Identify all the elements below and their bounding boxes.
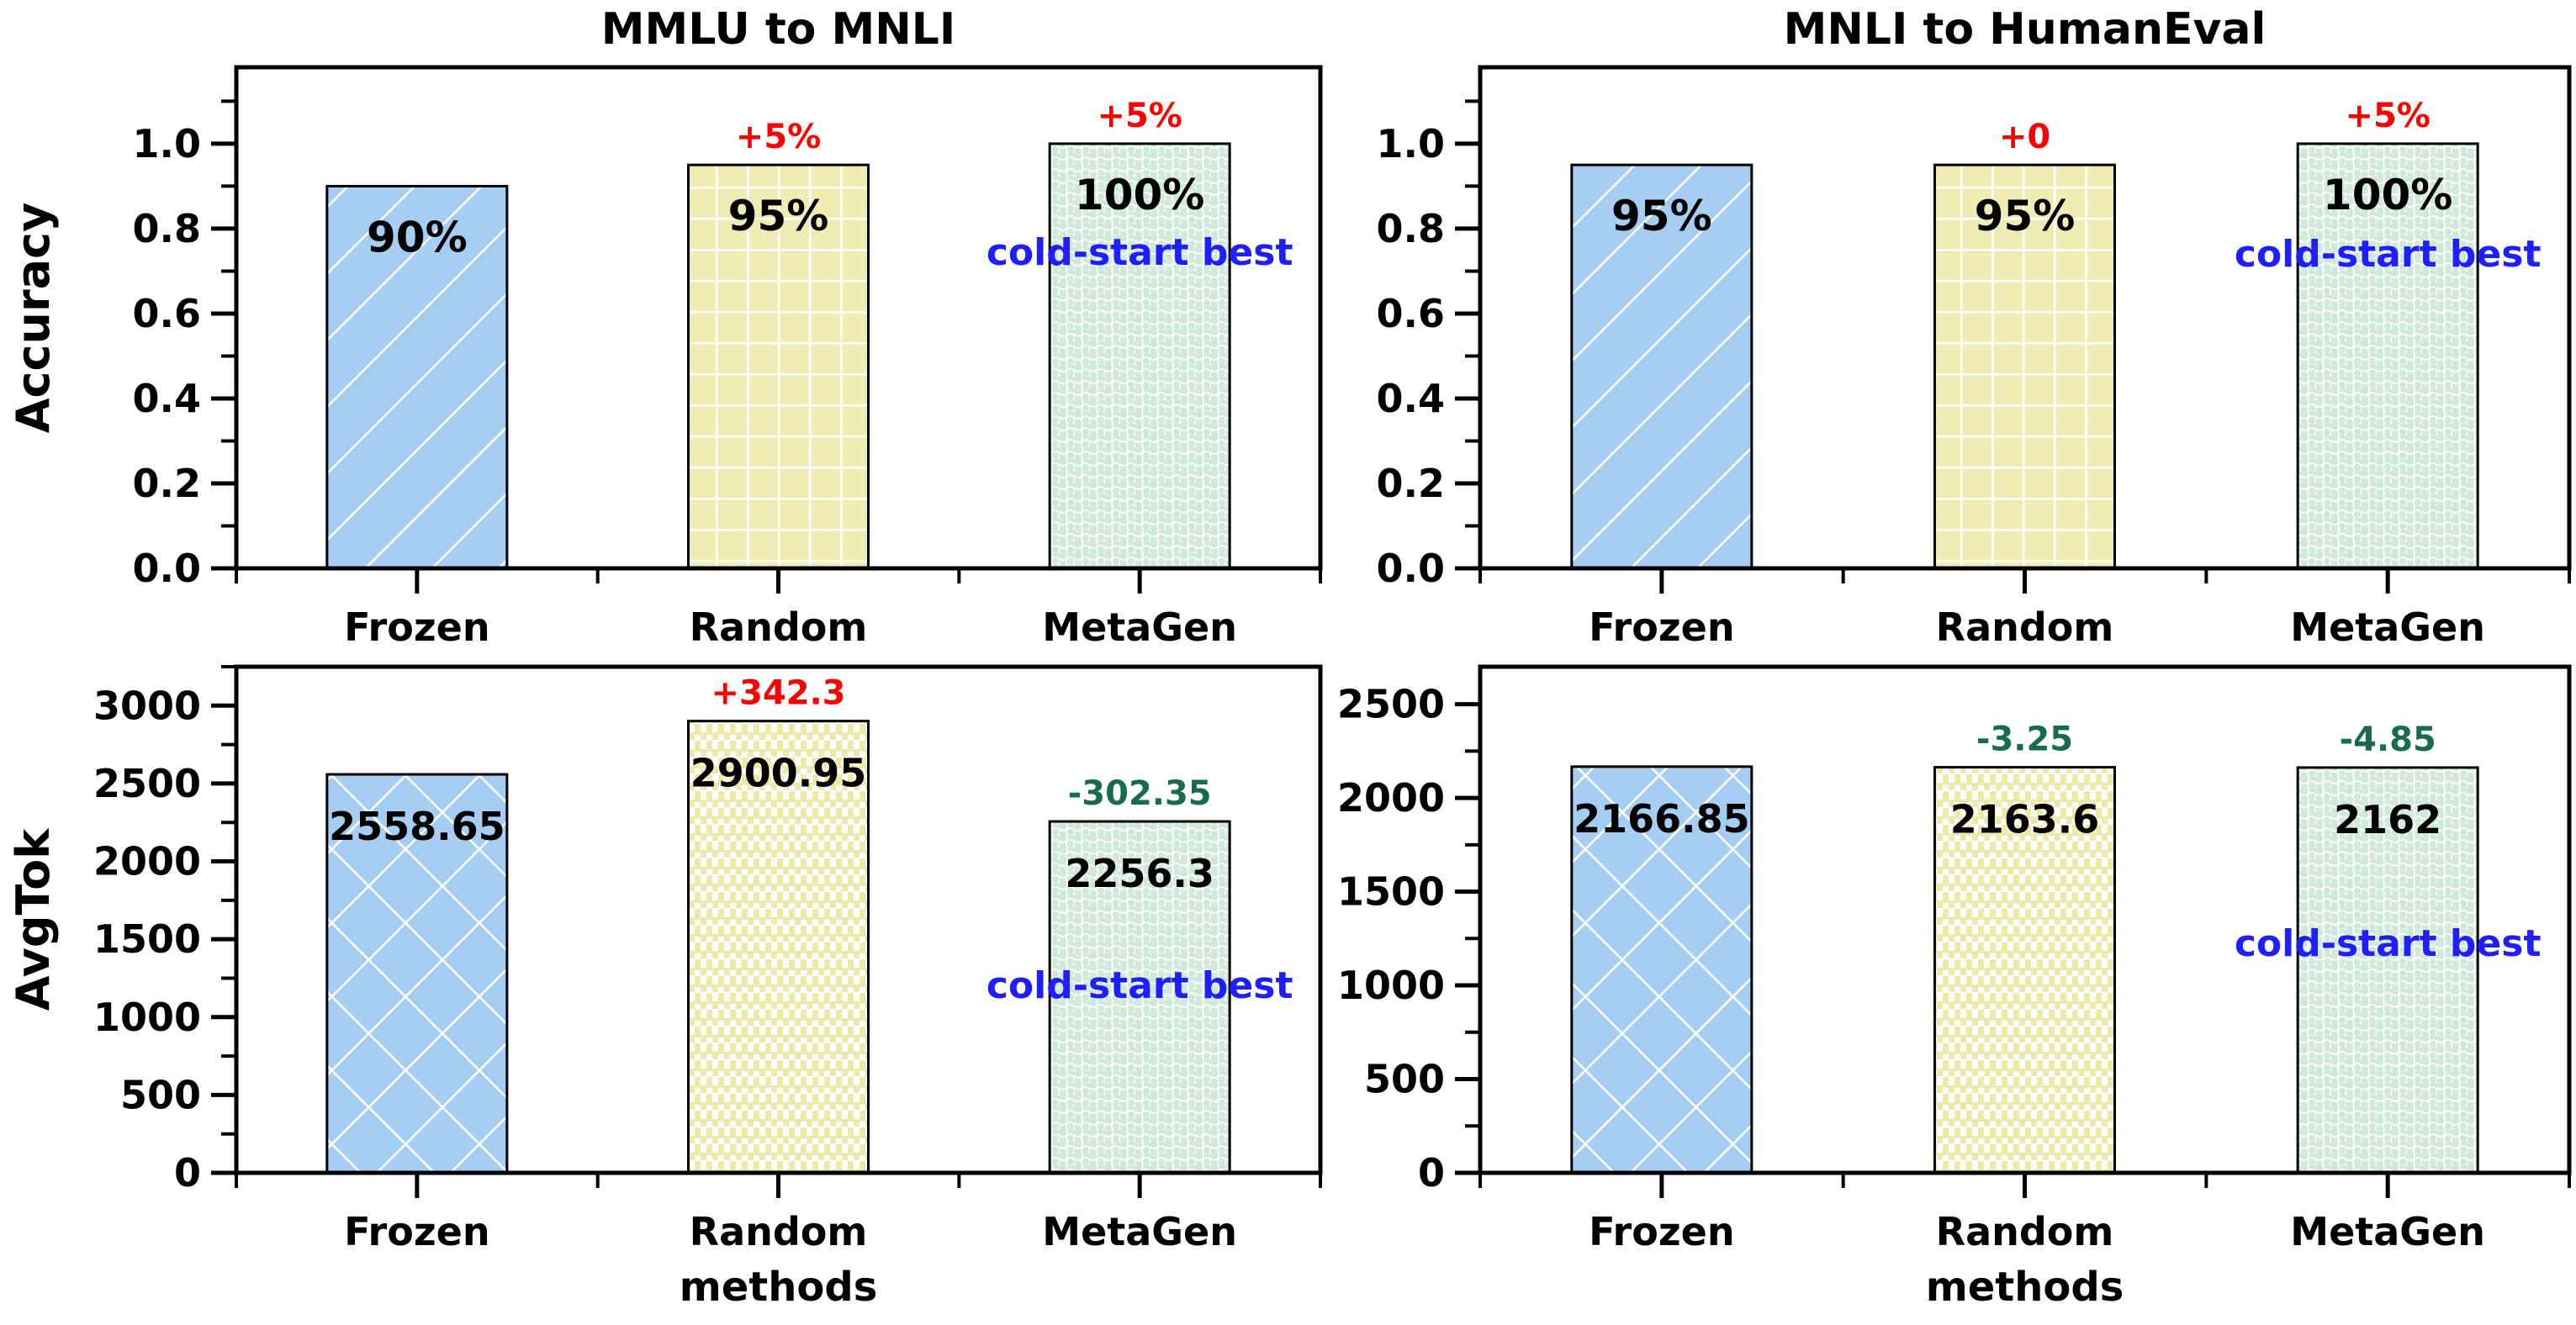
bar-value-label: 2163.6 [1950, 797, 2100, 842]
x-axis-label: methods [1926, 1264, 2124, 1311]
category-label-random: Random [1936, 604, 2114, 650]
category-label-metagen: MetaGen [1042, 604, 1237, 650]
cold-start-note: cold-start best [986, 231, 1293, 274]
y-tick-label: 3000 [93, 683, 201, 728]
chart-title: MMLU to MNLI [601, 4, 956, 55]
y-tick-label: 1500 [1337, 869, 1445, 915]
delta-annotation: -4.85 [2340, 721, 2436, 759]
y-tick-label: 0 [174, 1150, 201, 1196]
bar-value-label: 100% [2323, 171, 2452, 219]
y-tick-label: 2000 [93, 839, 201, 884]
cold-start-note: cold-start best [2235, 233, 2542, 276]
y-tick-label: 0.4 [1377, 376, 1446, 421]
y-tick-label: 1000 [93, 995, 201, 1040]
y-tick-label: 1500 [93, 916, 201, 962]
x-axis-ticks [235, 1173, 1322, 1198]
x-axis-ticks [235, 568, 1322, 594]
category-label-frozen: Frozen [1589, 604, 1735, 650]
category-label-random: Random [1936, 1209, 2114, 1254]
bar-value-label: 90% [367, 213, 468, 261]
y-axis-label: AvgTok [7, 828, 60, 1011]
delta-annotation: +342.3 [711, 674, 845, 713]
cold-start-note: cold-start best [2235, 922, 2542, 965]
category-label-frozen: Frozen [1589, 1209, 1735, 1254]
y-tick-label: 500 [1364, 1057, 1445, 1102]
x-axis-ticks [1478, 568, 2571, 594]
bar-value-label: 2256.3 [1065, 851, 1214, 896]
bar-frozen [325, 773, 509, 1175]
y-axis-ticks: 0.0 0.2 0.4 0.6 0.8 1.0 [133, 99, 236, 591]
y-tick-label: 1000 [1337, 963, 1445, 1008]
y-tick-label: 0.2 [1377, 461, 1446, 506]
y-tick-label: 0.6 [133, 291, 202, 336]
bar-metagen [2296, 142, 2479, 570]
bar-value-label: 2558.65 [329, 804, 505, 849]
bar-frozen [1570, 765, 1753, 1175]
y-tick-label: 2000 [1337, 775, 1445, 821]
category-label-metagen: MetaGen [2290, 1209, 2485, 1254]
chart-title: MNLI to HumanEval [1784, 4, 2267, 55]
bar-metagen [2296, 766, 2479, 1175]
bar-frozen [1570, 163, 1753, 570]
delta-annotation: -3.25 [1976, 721, 2073, 759]
y-tick-label: 1.0 [1377, 121, 1446, 166]
delta-annotation: -302.35 [1068, 774, 1212, 813]
bar-random [687, 163, 870, 570]
category-label-random: Random [690, 1209, 868, 1254]
x-axis-ticks [1478, 1173, 2571, 1198]
y-tick-label: 1.0 [133, 121, 202, 166]
y-tick-label: 500 [120, 1072, 201, 1117]
y-tick-label: 0.8 [1377, 206, 1446, 251]
y-tick-label: 0.0 [1377, 546, 1446, 591]
category-label-frozen: Frozen [344, 1209, 490, 1254]
category-label-metagen: MetaGen [1042, 1209, 1237, 1254]
y-tick-label: 2500 [93, 761, 201, 806]
bar-frozen [325, 184, 509, 570]
bar-value-label: 95% [1975, 192, 2076, 240]
delta-annotation: +5% [2345, 97, 2430, 135]
y-tick-label: 0 [1418, 1150, 1445, 1196]
bar-random [687, 720, 870, 1175]
category-label-frozen: Frozen [344, 604, 490, 650]
delta-annotation: +5% [1097, 97, 1182, 135]
y-tick-label: 2500 [1337, 682, 1445, 727]
chart-accuracy-mmlu-to-mnli: 90% 95% +5% 100% +5% cold-start best 0.0 0.2 0.4… [7, 4, 1323, 650]
chart-avgtok-mnli-to-humaneval: 2166.85 2163.6 -3.25 2162 -4.85 cold-start be… [1337, 664, 2572, 1311]
bar-random [1933, 163, 2116, 570]
bar-value-label: 2162 [2334, 797, 2441, 842]
y-axis-label: Accuracy [7, 203, 60, 434]
x-axis-label: methods [680, 1264, 878, 1311]
bar-value-label: 2166.85 [1574, 796, 1750, 842]
y-tick-label: 0.0 [133, 546, 202, 591]
bar-metagen [1048, 142, 1231, 570]
bar-value-label: 95% [1611, 192, 1712, 240]
y-tick-label: 0.8 [133, 206, 202, 251]
category-label-metagen: MetaGen [2290, 604, 2485, 650]
y-tick-label: 0.4 [133, 376, 202, 421]
cold-start-note: cold-start best [986, 964, 1293, 1007]
y-axis-ticks: 0 500 1000 1500 2000 2500 3000 [93, 665, 236, 1196]
y-tick-label: 0.6 [1377, 291, 1446, 336]
bar-random [1933, 766, 2116, 1175]
chart-avgtok-mmlu-to-mnli: 2558.65 2900.95 +342.3 2256.3 -302.35 cold-st… [7, 664, 1323, 1311]
y-axis-ticks: 0 500 1000 1500 2000 2500 [1337, 682, 1480, 1196]
delta-annotation: +5% [736, 118, 821, 156]
y-tick-label: 0.2 [133, 461, 202, 506]
bar-value-label: 95% [728, 192, 829, 240]
delta-annotation: +0 [1999, 118, 2050, 156]
y-axis-ticks: 0.0 0.2 0.4 0.6 0.8 1.0 [1377, 99, 1480, 591]
bar-value-label: 2900.95 [690, 751, 867, 796]
bar-metagen [1048, 820, 1231, 1175]
bar-value-label: 100% [1075, 171, 1204, 219]
category-label-random: Random [690, 604, 868, 650]
